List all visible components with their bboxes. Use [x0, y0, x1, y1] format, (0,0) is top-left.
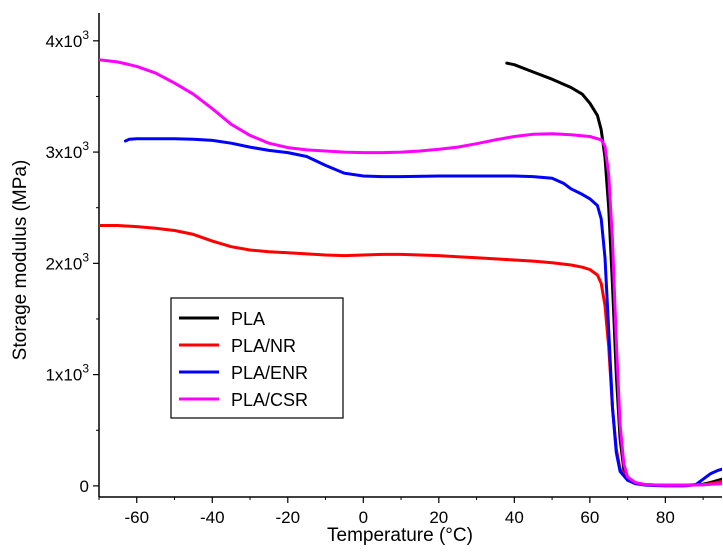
x-tick-label: -40 — [200, 508, 225, 527]
x-tick-label: 0 — [359, 508, 368, 527]
legend-label: PLA — [231, 309, 265, 329]
x-tick-label: 80 — [656, 508, 675, 527]
x-tick-label: 60 — [580, 508, 599, 527]
y-tick-label: 3x103 — [45, 139, 89, 162]
series-line-pla-csr — [99, 58, 722, 487]
y-tick-label: 0 — [80, 477, 89, 496]
y-tick-label: 2x103 — [45, 250, 89, 273]
x-tick-label: -60 — [124, 508, 149, 527]
y-axis-title: Storage modulus (MPa) — [10, 160, 31, 361]
legend-label: PLA/CSR — [231, 390, 308, 410]
x-tick-label: 20 — [429, 508, 448, 527]
legend-label: PLA/NR — [231, 336, 296, 356]
x-tick-label: -20 — [275, 508, 300, 527]
y-tick-label: 4x103 — [45, 28, 89, 51]
x-tick-label: 40 — [505, 508, 524, 527]
legend-label: PLA/ENR — [231, 363, 308, 383]
y-tick-label: 1x103 — [45, 362, 89, 385]
x-axis-title: Temperature (°C) — [327, 525, 473, 546]
